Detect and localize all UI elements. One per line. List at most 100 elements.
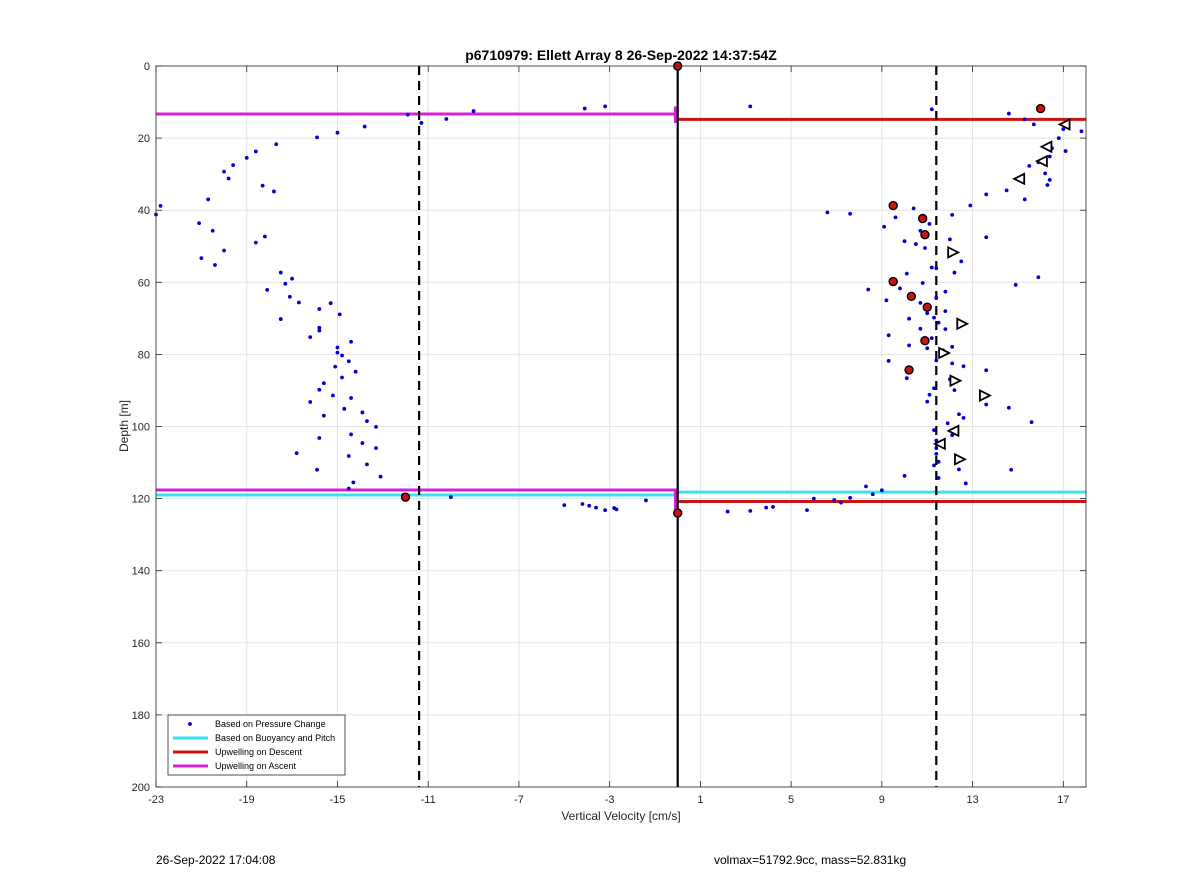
pressure-point <box>278 270 283 275</box>
pressure-point <box>957 412 961 417</box>
pressure-point <box>984 192 989 197</box>
pressure-point <box>1022 197 1027 202</box>
x-tick-label: 9 <box>879 794 885 806</box>
star-marker <box>920 336 930 346</box>
pressure-point <box>297 300 301 305</box>
x-tick-label: -7 <box>514 794 524 806</box>
pressure-point <box>333 364 338 369</box>
pressure-point <box>308 335 313 339</box>
pressure-point <box>253 240 258 245</box>
pressure-point <box>1079 129 1084 134</box>
pressure-point <box>265 287 270 292</box>
footer-timestamp: 26-Sep-2022 17:04:08 <box>156 853 276 867</box>
pressure-point <box>748 104 753 109</box>
y-tick-label: 0 <box>144 61 150 73</box>
pressure-point <box>337 312 342 317</box>
pressure-point <box>839 500 843 505</box>
pressure-point <box>879 488 884 493</box>
pressure-point <box>832 498 837 502</box>
pressure-point <box>199 256 204 261</box>
pressure-point <box>315 135 319 140</box>
y-tick-label: 20 <box>138 133 150 145</box>
pressure-point <box>374 446 378 451</box>
star-marker <box>673 508 683 518</box>
pressure-point <box>961 415 966 420</box>
y-tick-label: 200 <box>132 782 150 794</box>
pressure-point <box>805 508 809 513</box>
pressure-point <box>936 476 941 480</box>
pressure-point <box>984 235 989 240</box>
pressure-point <box>1006 111 1011 116</box>
pressure-point <box>335 350 340 355</box>
pressure-point <box>594 505 598 510</box>
pressure-point <box>929 336 934 341</box>
pressure-point <box>614 507 619 512</box>
pressure-point <box>943 289 948 294</box>
pressure-point <box>984 368 989 373</box>
pressure-point <box>902 473 907 478</box>
pressure-point <box>262 234 267 239</box>
pressure-point <box>317 436 322 440</box>
pressure-point <box>848 211 852 216</box>
pressure-point <box>932 428 936 433</box>
pressure-point <box>898 286 902 291</box>
pressure-point <box>1047 178 1052 182</box>
pressure-point <box>882 224 887 229</box>
pressure-point <box>934 438 939 443</box>
pressure-point <box>315 467 319 472</box>
pressure-point <box>378 474 383 479</box>
pressure-point <box>260 183 265 188</box>
pressure-point <box>866 287 871 292</box>
pressure-point <box>346 359 351 364</box>
pressure-point <box>349 339 353 344</box>
pressure-point <box>764 505 769 510</box>
y-tick-label: 100 <box>132 422 150 434</box>
triangle-marker <box>946 424 960 438</box>
legend-label: Upwelling on Ascent <box>215 761 297 771</box>
pressure-point <box>907 316 911 321</box>
pressure-point <box>725 509 730 514</box>
pressure-point <box>1029 420 1034 425</box>
pressure-point <box>278 317 283 321</box>
pressure-point <box>253 149 258 154</box>
pressure-point <box>945 421 950 426</box>
pressure-point <box>934 295 939 300</box>
pressure-point <box>349 432 353 437</box>
pressure-point <box>952 270 957 275</box>
pressure-point <box>918 326 923 331</box>
star-marker <box>920 230 930 240</box>
pressure-point <box>1047 154 1052 159</box>
pressure-point <box>244 156 249 160</box>
pressure-point <box>913 242 918 246</box>
y-tick-label: 120 <box>132 494 150 506</box>
pressure-point <box>963 481 968 486</box>
pressure-point <box>934 358 939 363</box>
triangle-marker <box>1034 154 1048 168</box>
x-tick-label: -19 <box>239 794 255 806</box>
pressure-point <box>920 281 925 285</box>
pressure-point <box>471 109 476 113</box>
pressure-point <box>1013 282 1018 287</box>
pressure-point <box>1031 122 1036 127</box>
triangle-marker <box>1039 140 1053 154</box>
pressure-point <box>904 271 909 276</box>
pressure-point <box>936 320 941 325</box>
x-tick-label: -15 <box>330 794 346 806</box>
pressure-point <box>904 376 909 381</box>
y-tick-label: 180 <box>132 710 150 722</box>
pressure-point <box>340 375 344 380</box>
pressure-point <box>961 364 966 369</box>
pressure-point <box>210 228 215 233</box>
pressure-point <box>587 503 592 508</box>
pressure-point <box>335 130 340 135</box>
pressure-point <box>1027 163 1032 168</box>
series-lines <box>156 106 1086 514</box>
pressure-point <box>346 486 351 491</box>
pressure-point <box>934 446 939 451</box>
pressure-point <box>984 402 989 407</box>
pressure-point <box>274 142 279 147</box>
pressure-point <box>932 386 936 391</box>
pressure-point <box>748 508 753 513</box>
pressure-point <box>864 484 868 489</box>
pressure-point <box>1009 467 1014 472</box>
